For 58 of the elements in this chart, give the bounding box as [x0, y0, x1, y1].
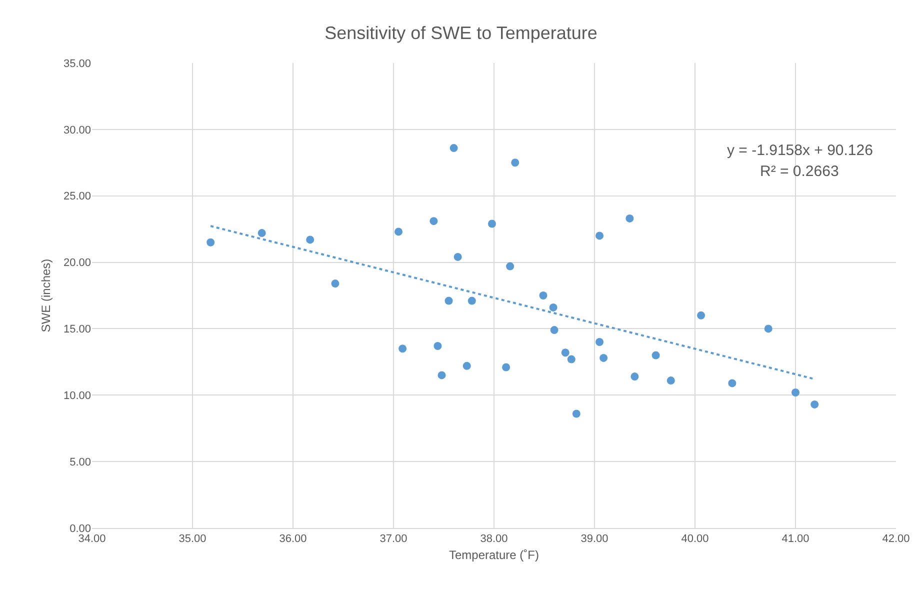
y-tick-label: 35.00	[63, 58, 91, 70]
x-tick-label: 35.00	[178, 533, 206, 546]
point	[450, 144, 458, 152]
y-tick-label: 15.00	[63, 324, 91, 336]
point	[550, 326, 558, 334]
point	[728, 379, 736, 388]
x-tick-label: 39.00	[580, 533, 608, 546]
point	[398, 344, 407, 353]
point	[630, 372, 639, 381]
y-axis-title: SWE (inches)	[38, 258, 53, 332]
point	[306, 236, 314, 244]
y-tick-label: 25.00	[63, 190, 91, 203]
x-axis-title: Temperature (˚F)	[448, 548, 540, 562]
point	[600, 354, 608, 362]
point	[206, 238, 215, 246]
y-tick-label: 10.00	[63, 390, 91, 402]
point	[764, 324, 772, 333]
point	[258, 229, 266, 238]
point	[502, 363, 510, 372]
point	[539, 292, 548, 300]
x-tick-label: 41.00	[782, 533, 810, 546]
point	[430, 217, 438, 226]
y-tick-label: 30.00	[63, 124, 91, 136]
y-tick-label: 0.00	[70, 522, 91, 535]
point	[488, 220, 496, 228]
x-tick-label: 36.00	[279, 533, 307, 546]
point	[652, 351, 660, 360]
x-tick-label: 42.00	[882, 533, 910, 546]
point	[596, 232, 604, 240]
point	[511, 158, 520, 167]
x-tick-label: 40.00	[681, 533, 709, 546]
point	[626, 214, 634, 222]
point	[792, 388, 800, 396]
point	[506, 262, 514, 270]
point	[549, 303, 558, 312]
point	[454, 252, 462, 261]
point	[468, 296, 476, 305]
chart-title: Sensitivity of SWE to Temperature	[324, 23, 598, 44]
point	[572, 410, 580, 418]
point	[331, 280, 340, 288]
point	[438, 371, 446, 380]
point	[394, 228, 403, 236]
x-tick-label: 34.00	[78, 533, 106, 546]
point	[567, 355, 576, 364]
point	[444, 296, 453, 305]
point	[596, 338, 604, 346]
annotation: R² = 0.2663	[760, 163, 839, 180]
point	[561, 348, 570, 357]
x-tick-label: 37.00	[380, 533, 408, 546]
point	[462, 362, 471, 370]
point	[666, 376, 675, 385]
y-tick-label: 20.00	[63, 257, 91, 270]
x-tick-label: 38.00	[480, 533, 508, 546]
point	[810, 400, 819, 408]
point	[434, 342, 442, 350]
annotation: y = -1.9158x + 90.126	[727, 142, 873, 159]
point	[697, 311, 706, 320]
y-tick-label: 5.00	[70, 456, 91, 468]
